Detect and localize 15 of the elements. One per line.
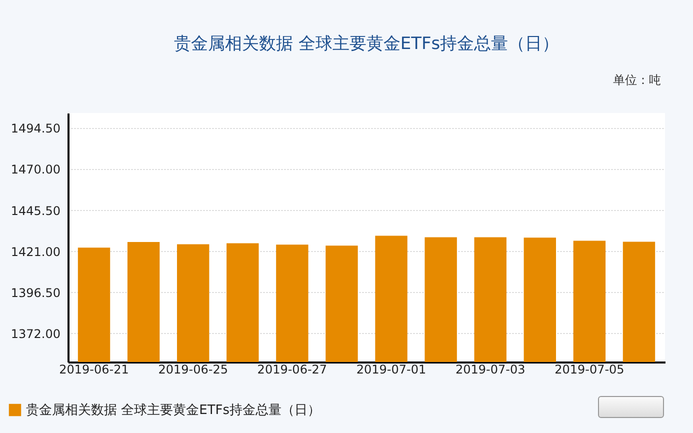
x-tick-label: 2019-06-25 <box>158 362 228 376</box>
y-tick-label: 1470.00 <box>10 162 60 177</box>
y-tick-label: 1372.00 <box>10 326 60 341</box>
legend-label: 贵金属相关数据 全球主要黄金ETFs持金总量（日） <box>26 402 321 418</box>
x-tick-label: 2019-06-21 <box>59 362 129 376</box>
x-tick-label: 2019-07-05 <box>554 362 624 376</box>
x-tick-label: 2019-07-01 <box>356 362 426 376</box>
text: 单位：吨 <box>613 72 661 89</box>
x-tick-label: 2019-07-03 <box>455 362 526 376</box>
y-tick-label: 1396.50 <box>10 286 60 300</box>
x-tick-label: 2019-06-27 <box>257 362 328 376</box>
y-tick-label: 1421.00 <box>10 244 60 259</box>
y-tick-label: 1445.50 <box>10 204 60 218</box>
y-tick-label: 1494.50 <box>10 122 60 136</box>
chart-title: 贵金属相关数据 全球主要黄金ETFs持金总量（日） <box>174 34 560 54</box>
